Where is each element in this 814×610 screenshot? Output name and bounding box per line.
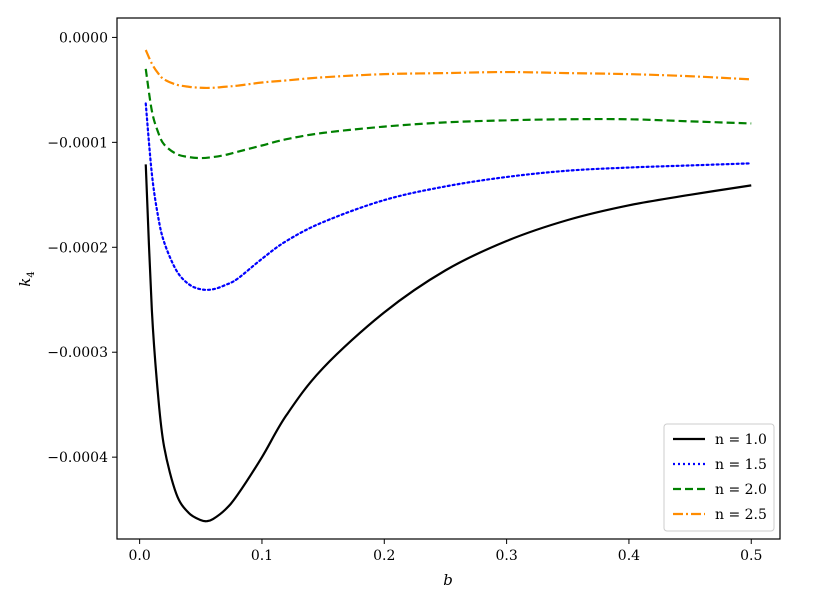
y-axis-label-main: k	[16, 278, 34, 287]
y-tick-label: −0.0003	[47, 345, 108, 361]
x-axis-label: b	[443, 571, 453, 589]
y-tick-label: −0.0004	[47, 450, 108, 466]
legend-label: n = 1.5	[715, 457, 767, 473]
x-tick-label: 0.4	[618, 548, 640, 564]
x-tick-label: 0.0	[128, 548, 150, 564]
y-axis: 0.0000 −0.0001 −0.0002 −0.0003 −0.0004	[47, 30, 117, 466]
y-tick-label: −0.0001	[47, 135, 108, 151]
x-tick-label: 0.1	[251, 548, 273, 564]
legend-label: n = 2.0	[715, 482, 767, 498]
series-line-1	[144, 164, 752, 523]
plot-frame	[116, 17, 781, 540]
y-axis-label: k4	[16, 271, 37, 286]
legend-box	[663, 423, 775, 532]
y-tick-label: −0.0002	[47, 240, 108, 256]
x-tick-label: 0.2	[373, 548, 395, 564]
y-axis-label-subscript: 4	[26, 271, 37, 277]
series-layer	[144, 49, 753, 523]
series-line-2	[144, 102, 753, 291]
y-tick-label: 0.0000	[59, 30, 108, 46]
series-line-4	[144, 49, 752, 90]
series-line-3	[144, 68, 752, 160]
legend-label: n = 1.0	[715, 432, 767, 448]
legend-label: n = 2.5	[715, 507, 767, 523]
x-tick-label: 0.5	[740, 548, 762, 564]
x-axis: 0.0 0.1 0.2 0.3 0.4 0.5	[128, 539, 762, 564]
legend: n = 1.0 n = 1.5 n = 2.0 n = 2.5	[663, 423, 775, 532]
x-tick-label: 0.3	[495, 548, 517, 564]
